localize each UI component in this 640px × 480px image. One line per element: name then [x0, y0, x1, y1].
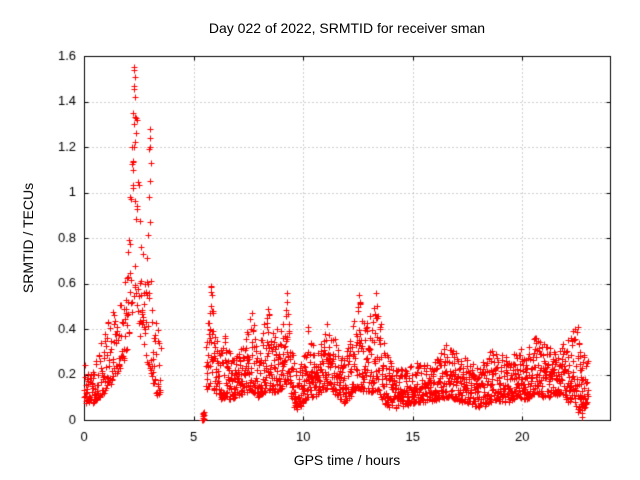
x-axis-label: GPS time / hours — [293, 452, 401, 468]
y-axis-label: SRMTID / TECUs — [20, 182, 36, 294]
chart-title: Day 022 of 2022, SRMTID for receiver sma… — [208, 20, 486, 36]
